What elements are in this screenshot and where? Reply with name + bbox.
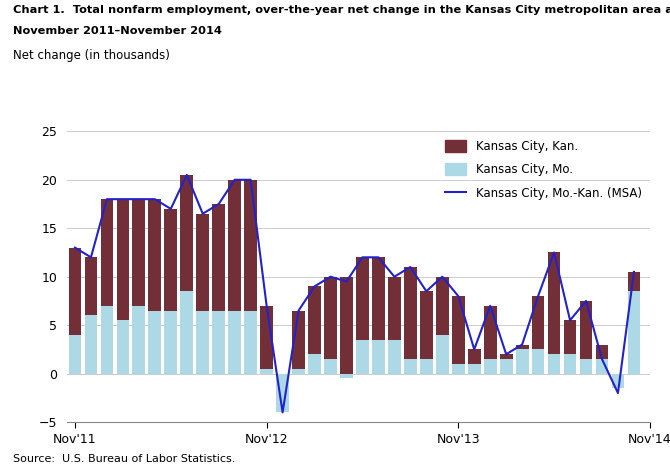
Bar bbox=[372, 257, 385, 340]
Text: Net change (in thousands): Net change (in thousands) bbox=[13, 49, 170, 62]
Legend: Kansas City, Kan., Kansas City, Mo., Kansas City, Mo.-Kan. (MSA): Kansas City, Kan., Kansas City, Mo., Kan… bbox=[440, 135, 647, 204]
Bar bbox=[516, 345, 529, 349]
Bar bbox=[580, 359, 592, 374]
Bar bbox=[484, 306, 496, 359]
Bar bbox=[563, 354, 576, 374]
Bar bbox=[388, 277, 401, 340]
Bar bbox=[340, 374, 353, 378]
Text: Source:  U.S. Bureau of Labor Statistics.: Source: U.S. Bureau of Labor Statistics. bbox=[13, 454, 236, 464]
Bar bbox=[260, 369, 273, 374]
Bar bbox=[245, 310, 257, 374]
Bar bbox=[84, 316, 97, 374]
Bar bbox=[628, 272, 641, 291]
Bar bbox=[292, 310, 305, 369]
Bar bbox=[372, 340, 385, 374]
Bar bbox=[356, 340, 369, 374]
Bar bbox=[484, 359, 496, 374]
Bar bbox=[260, 306, 273, 369]
Bar bbox=[563, 320, 576, 354]
Bar bbox=[245, 180, 257, 310]
Bar bbox=[84, 257, 97, 316]
Bar bbox=[100, 306, 113, 374]
Bar bbox=[164, 209, 177, 310]
Bar bbox=[196, 214, 209, 310]
Bar bbox=[547, 354, 561, 374]
Bar bbox=[532, 296, 545, 349]
Bar bbox=[228, 310, 241, 374]
Bar bbox=[596, 345, 608, 359]
Bar bbox=[68, 248, 81, 335]
Bar bbox=[180, 175, 193, 291]
Bar bbox=[212, 310, 225, 374]
Bar bbox=[149, 310, 161, 374]
Bar bbox=[180, 291, 193, 374]
Bar bbox=[149, 199, 161, 310]
Bar bbox=[420, 359, 433, 374]
Bar bbox=[340, 277, 353, 374]
Bar bbox=[532, 349, 545, 374]
Bar bbox=[420, 291, 433, 359]
Bar bbox=[276, 374, 289, 412]
Bar bbox=[452, 364, 465, 374]
Bar bbox=[117, 199, 129, 320]
Bar bbox=[547, 252, 561, 354]
Bar bbox=[500, 354, 513, 359]
Bar bbox=[436, 277, 449, 335]
Bar bbox=[133, 306, 145, 374]
Bar bbox=[468, 349, 480, 364]
Bar bbox=[580, 301, 592, 359]
Bar bbox=[612, 374, 624, 388]
Bar bbox=[500, 359, 513, 374]
Bar bbox=[308, 287, 321, 354]
Bar bbox=[388, 340, 401, 374]
Text: November 2011–November 2014: November 2011–November 2014 bbox=[13, 26, 222, 36]
Bar bbox=[212, 204, 225, 310]
Bar bbox=[404, 267, 417, 359]
Bar bbox=[516, 349, 529, 374]
Bar bbox=[308, 354, 321, 374]
Bar bbox=[324, 277, 337, 359]
Bar bbox=[100, 199, 113, 306]
Bar bbox=[68, 335, 81, 374]
Bar bbox=[164, 310, 177, 374]
Bar bbox=[436, 335, 449, 374]
Bar bbox=[292, 369, 305, 374]
Text: Chart 1.  Total nonfarm employment, over-the-year net change in the Kansas City : Chart 1. Total nonfarm employment, over-… bbox=[13, 5, 670, 15]
Bar bbox=[628, 291, 641, 374]
Bar bbox=[356, 257, 369, 340]
Bar bbox=[596, 345, 608, 374]
Bar bbox=[228, 180, 241, 310]
Bar bbox=[452, 296, 465, 364]
Bar bbox=[324, 359, 337, 374]
Bar bbox=[404, 359, 417, 374]
Bar bbox=[133, 199, 145, 306]
Bar bbox=[196, 310, 209, 374]
Bar bbox=[468, 364, 480, 374]
Bar bbox=[117, 320, 129, 374]
